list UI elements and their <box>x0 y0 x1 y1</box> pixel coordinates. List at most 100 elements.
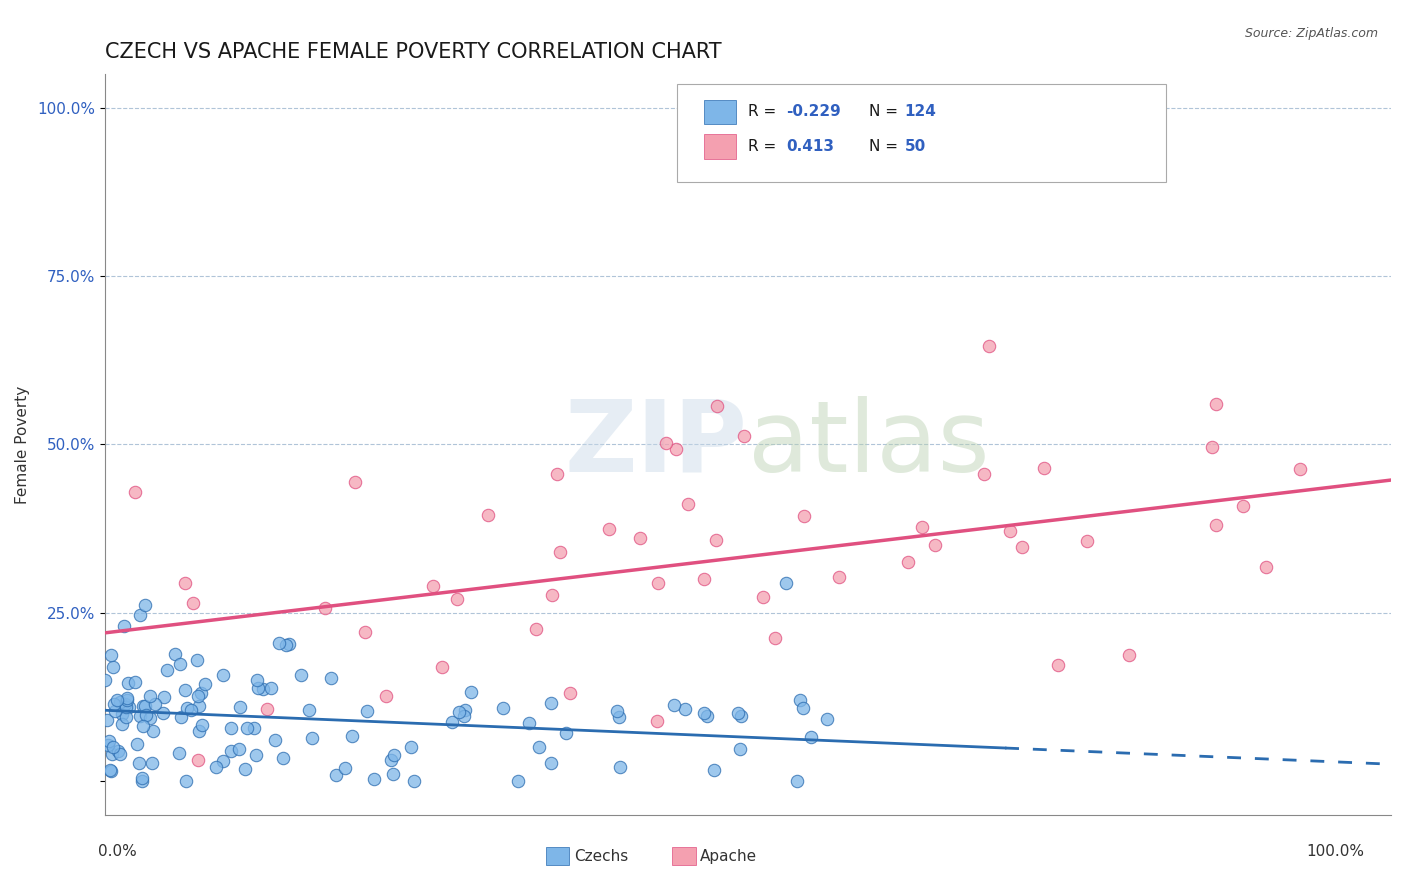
Point <box>219 721 242 735</box>
Point <box>132 698 155 713</box>
Bar <box>704 100 737 124</box>
Point <box>167 746 190 760</box>
Text: atlas: atlas <box>748 396 990 493</box>
Point <box>454 703 477 717</box>
Text: -0.229: -0.229 <box>786 104 841 119</box>
Point <box>247 681 270 695</box>
Point <box>246 673 269 688</box>
Point <box>187 699 209 714</box>
Point <box>607 709 630 723</box>
Point <box>117 675 139 690</box>
Point <box>114 710 136 724</box>
Point <box>112 619 135 633</box>
Point <box>301 731 323 745</box>
Point <box>827 569 849 583</box>
Point <box>673 702 696 716</box>
Point <box>221 743 243 757</box>
Text: R =: R = <box>748 139 780 153</box>
Point <box>492 701 515 715</box>
Point <box>460 685 482 699</box>
Point <box>142 724 165 739</box>
Point <box>477 508 499 522</box>
Point <box>1011 540 1033 554</box>
Point <box>325 768 347 782</box>
Point <box>399 740 422 755</box>
Point <box>110 747 132 761</box>
Point <box>1076 534 1098 549</box>
Point <box>430 660 453 674</box>
Point <box>314 600 336 615</box>
Point <box>100 648 122 663</box>
Point <box>517 715 540 730</box>
Point <box>170 710 193 724</box>
Point <box>129 709 152 723</box>
Point <box>188 723 211 738</box>
Point <box>548 545 571 559</box>
Point <box>751 590 773 604</box>
Point <box>174 773 197 788</box>
Point <box>609 760 631 774</box>
Point <box>319 671 342 685</box>
Point <box>335 761 357 775</box>
Point <box>242 721 264 735</box>
Point <box>111 707 134 722</box>
Point <box>103 697 125 711</box>
Point <box>298 703 321 717</box>
Point <box>176 701 198 715</box>
Point <box>404 773 426 788</box>
Point <box>800 730 823 744</box>
Point <box>363 772 385 786</box>
Point <box>98 764 121 778</box>
Text: R =: R = <box>748 104 780 119</box>
Point <box>356 704 378 718</box>
Point <box>911 520 934 534</box>
Point <box>449 705 471 719</box>
Point <box>973 467 995 482</box>
Point <box>141 756 163 770</box>
Point <box>229 699 252 714</box>
Point <box>1254 559 1277 574</box>
Point <box>446 591 468 606</box>
Text: ZIP: ZIP <box>565 396 748 493</box>
Point <box>560 686 582 700</box>
Point <box>693 572 716 586</box>
Point <box>1205 397 1227 411</box>
Point <box>527 740 550 755</box>
Point <box>191 718 214 732</box>
Point <box>1046 658 1069 673</box>
Point <box>793 509 815 524</box>
Point <box>792 701 814 715</box>
Point <box>256 702 278 716</box>
Point <box>704 533 727 547</box>
Point <box>654 435 676 450</box>
Point <box>1118 648 1140 662</box>
Point <box>276 638 298 652</box>
Point <box>108 695 131 709</box>
Point <box>1205 518 1227 533</box>
Point <box>647 576 669 591</box>
Point <box>101 660 124 674</box>
Bar <box>704 135 737 159</box>
Point <box>692 706 714 720</box>
Point <box>645 714 668 728</box>
Point <box>1288 462 1310 476</box>
Text: 124: 124 <box>905 104 936 119</box>
Point <box>152 706 174 721</box>
Point <box>180 703 202 717</box>
Point <box>117 690 139 705</box>
Point <box>156 663 179 677</box>
Point <box>662 698 685 713</box>
Point <box>977 339 1000 353</box>
Point <box>233 762 256 776</box>
Point <box>212 668 235 682</box>
Point <box>676 497 699 511</box>
Point <box>703 763 725 777</box>
Point <box>263 733 285 747</box>
Point <box>131 771 153 785</box>
Point <box>696 709 718 723</box>
Point <box>1000 524 1022 539</box>
Point <box>524 623 547 637</box>
Point <box>453 709 475 723</box>
Point <box>897 555 920 569</box>
Point <box>100 764 122 778</box>
